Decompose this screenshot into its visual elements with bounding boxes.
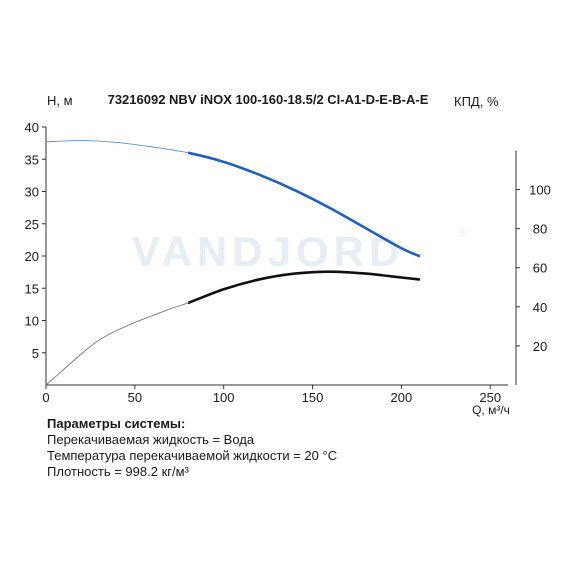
y-tick-label: 20: [25, 249, 39, 264]
y-tick-label: 15: [25, 281, 39, 296]
y-tick-label: 30: [25, 185, 39, 200]
parameter-temperature: Температура перекачиваемой жидкости = 20…: [47, 448, 338, 463]
y2-tick-label: 60: [533, 261, 547, 276]
y2-axis-label: КПД, %: [454, 94, 499, 109]
watermark-registered-mark: ®: [458, 225, 467, 239]
efficiency-curve-operating: [188, 270, 421, 305]
chart-title: 73216092 NBV iNOX 100-160-18.5/2 CI-A1-D…: [108, 92, 429, 107]
y2-tick-label: 20: [533, 339, 547, 354]
chart-curves: [45, 140, 421, 386]
y-axis-label: H, м: [47, 93, 73, 108]
system-parameters-title: Параметры системы:: [47, 416, 186, 431]
x-tick-label: 250: [479, 390, 501, 405]
efficiency-curve-full: [45, 271, 420, 386]
watermark-text: VANDJORD: [132, 228, 405, 275]
chart-ticks: 0 50 100 150 200 250 5 10 15 20 25 30 35 40 20 40 60 80 10…: [25, 120, 551, 405]
x-tick-label: 200: [391, 390, 413, 405]
y-tick-label: 35: [25, 152, 39, 167]
x-axis-label: Q, м³/ч: [472, 403, 510, 417]
y-tick-label: 40: [25, 120, 39, 135]
y-tick-label: 25: [25, 217, 39, 232]
parameter-fluid: Перекачиваемая жидкость = Вода: [47, 432, 255, 447]
y-tick-label: 5: [32, 346, 39, 361]
head-curve-operating: [188, 151, 421, 258]
parameter-density: Плотность = 998.2 кг/м³: [47, 464, 189, 479]
x-tick-label: 100: [213, 390, 235, 405]
system-parameters: Параметры системы: Перекачиваемая жидкос…: [47, 416, 337, 480]
y-tick-label: 10: [25, 314, 39, 329]
y2-tick-label: 80: [533, 222, 547, 237]
x-tick-label: 150: [302, 390, 324, 405]
y2-tick-label: 40: [533, 300, 547, 315]
x-tick-label: 0: [42, 390, 49, 405]
x-tick-label: 50: [128, 390, 142, 405]
y2-tick-label: 100: [529, 183, 551, 198]
